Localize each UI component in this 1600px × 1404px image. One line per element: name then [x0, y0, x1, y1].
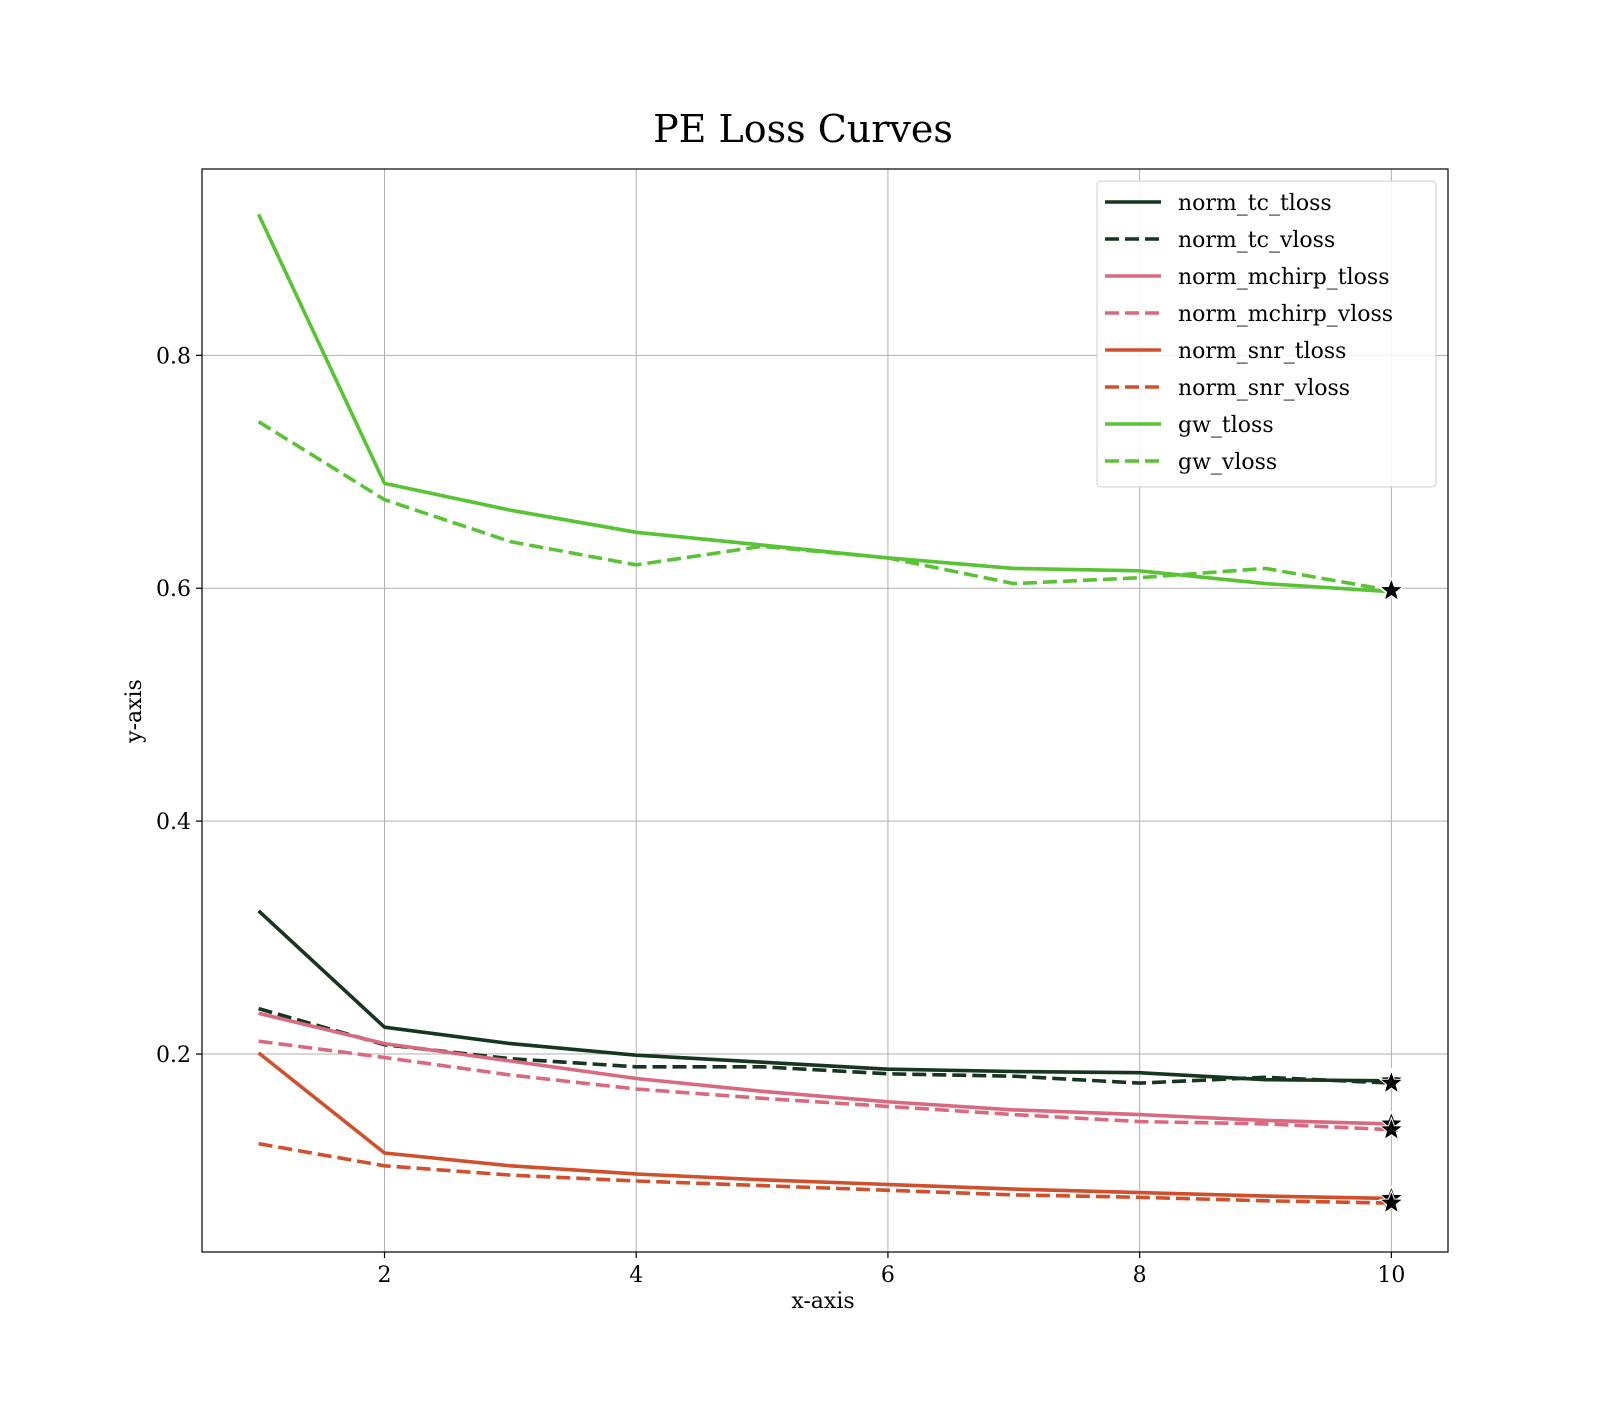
y-tick-label: 0.2: [156, 1043, 191, 1068]
x-tick-label: 2: [377, 1263, 391, 1288]
series-line-norm_mchirp_vloss: [258, 1039, 1392, 1132]
legend-label-gw_vloss: gw_vloss: [1178, 450, 1277, 475]
x-tick-label: 8: [1133, 1263, 1147, 1288]
end-marker-norm_snr_vloss: [1378, 1189, 1405, 1214]
legend-label-gw_tloss: gw_tloss: [1178, 413, 1274, 438]
plot-frame: [201, 168, 1449, 1253]
series-line-gw_tloss: [256, 213, 1392, 594]
series-line-norm_snr_tloss: [257, 1051, 1392, 1201]
legend-label-norm_mchirp_vloss: norm_mchirp_vloss: [1178, 302, 1393, 327]
x-tick-label: 10: [1377, 1263, 1405, 1288]
end-marker-norm_mchirp_vloss: [1378, 1116, 1405, 1141]
legend-label-norm_snr_tloss: norm_snr_tloss: [1178, 339, 1346, 364]
y-axis-label: y-axis: [122, 679, 147, 744]
end-marker-gw_vloss: [1378, 577, 1405, 602]
y-tick-label: 0.8: [156, 344, 191, 369]
legend-label-norm_snr_vloss: norm_snr_vloss: [1178, 376, 1350, 401]
series-line-norm_mchirp_tloss: [258, 1011, 1392, 1126]
legend-box: [1096, 180, 1437, 488]
series-lines: [256, 213, 1392, 1205]
x-axis-label: x-axis: [791, 1289, 854, 1314]
y-tick-label: 0.6: [156, 577, 191, 602]
series-line-norm_snr_vloss: [258, 1141, 1392, 1205]
end-marker-norm_tc_vloss: [1378, 1069, 1405, 1095]
x-tick-label: 6: [881, 1263, 895, 1288]
legend-label-norm_tc_vloss: norm_tc_vloss: [1178, 228, 1335, 253]
chart-title: PE Loss Curves: [653, 107, 953, 151]
series-line-norm_tc_tloss: [257, 909, 1392, 1083]
legend: norm_tc_tloss norm_tc_vloss norm_mchirp_tl…: [1096, 180, 1437, 488]
end-markers: [1378, 577, 1405, 1214]
legend-label-norm_mchirp_tloss: norm_mchirp_tloss: [1178, 265, 1389, 290]
axis-ticks: 2 4 6 8 10 0.2 0.4 0.6 0.8: [156, 344, 1405, 1288]
legend-label-norm_tc_tloss: norm_tc_tloss: [1178, 191, 1332, 216]
y-tick-label: 0.4: [156, 810, 191, 835]
series-line-norm_tc_vloss: [258, 1006, 1392, 1085]
x-tick-label: 4: [629, 1263, 643, 1288]
